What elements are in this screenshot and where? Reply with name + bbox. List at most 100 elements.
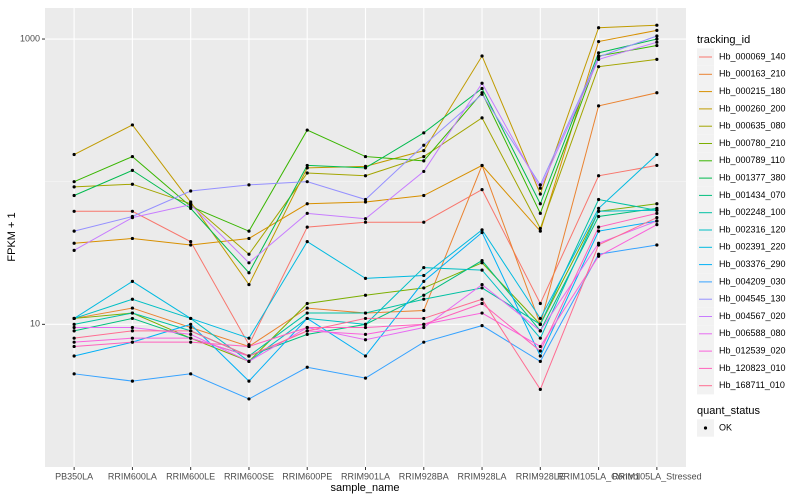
data-point: [72, 322, 76, 326]
data-point: [422, 149, 426, 153]
legend-title: tracking_id: [697, 34, 750, 46]
data-point: [72, 185, 76, 189]
x-tick-label: RRIM928LA: [458, 471, 507, 481]
data-point: [655, 211, 659, 215]
data-point: [189, 340, 193, 344]
data-point: [247, 183, 251, 187]
data-point: [596, 55, 601, 59]
data-point: [655, 216, 659, 220]
data-point: [596, 39, 601, 44]
data-point: [247, 271, 251, 275]
data-point: [538, 202, 542, 206]
data-point: [72, 209, 76, 213]
data-point: [480, 323, 484, 328]
data-point: [305, 332, 309, 337]
data-point: [189, 316, 193, 321]
data-point: [596, 254, 601, 258]
data-point: [480, 301, 484, 306]
data-point: [480, 116, 484, 120]
data-point: [130, 297, 135, 301]
data-point: [305, 365, 309, 369]
data-point: [538, 183, 542, 187]
data-point: [480, 188, 484, 192]
data-point: [422, 316, 426, 321]
data-point: [72, 180, 76, 184]
legend-label: Hb_001434_070: [719, 190, 786, 200]
data-point: [538, 354, 542, 358]
data-point: [189, 206, 193, 210]
x-tick-label: RRIM105LA_Stressed: [612, 471, 702, 481]
data-point: [363, 332, 368, 337]
data-point: [247, 354, 251, 358]
data-point: [538, 229, 542, 233]
data-point: [305, 171, 309, 175]
data-point: [422, 169, 426, 174]
data-point: [305, 166, 309, 170]
data-point: [72, 340, 76, 344]
x-tick-label: RRIM600PE: [282, 471, 332, 481]
legend-label: Hb_000260_200: [719, 103, 786, 113]
data-point: [480, 261, 484, 265]
data-point: [72, 316, 76, 321]
legend-title: quant_status: [697, 405, 760, 417]
data-point: [363, 293, 368, 297]
x-tick-label: RRIM928BA: [399, 471, 449, 481]
data-point: [363, 217, 368, 221]
data-point: [422, 193, 426, 198]
data-point: [72, 329, 76, 333]
legend-label: Hb_006588_080: [719, 328, 786, 338]
data-point: [655, 43, 659, 48]
data-point: [480, 92, 484, 96]
data-point: [305, 311, 309, 315]
legend-label: Hb_002316_120: [719, 224, 786, 234]
data-point: [596, 51, 601, 55]
legend-label: Hb_004209_030: [719, 276, 786, 286]
x-tick-label: RRIM901LA: [341, 471, 390, 481]
data-point: [655, 202, 659, 206]
legend-label: Hb_003376_290: [719, 259, 786, 269]
data-point: [189, 243, 193, 247]
data-point: [538, 387, 542, 391]
y-axis-title: FPKM + 1: [6, 212, 18, 261]
x-axis-title: sample_name: [330, 482, 399, 494]
data-point: [655, 28, 659, 32]
legend-label: Hb_001377_380: [719, 172, 786, 182]
data-point: [305, 316, 309, 321]
data-point: [247, 252, 251, 256]
data-point: [189, 329, 193, 333]
data-point: [596, 214, 601, 219]
data-point: [130, 336, 135, 340]
data-point: [480, 86, 484, 91]
data-point: [480, 230, 484, 235]
data-point: [538, 336, 542, 340]
x-tick-label: RRIM105LA_Control: [557, 471, 640, 481]
data-point: [480, 228, 484, 232]
data-point: [130, 329, 135, 333]
data-point: [305, 325, 309, 330]
data-point: [596, 57, 601, 61]
data-point: [363, 354, 368, 358]
legend-label: Hb_012539_020: [719, 345, 786, 355]
data-point: [363, 200, 368, 204]
data-point: [72, 336, 76, 340]
data-point: [596, 229, 601, 233]
data-point: [422, 154, 426, 159]
data-point: [480, 163, 484, 168]
data-point: [130, 316, 135, 321]
data-point: [189, 372, 193, 376]
data-point: [130, 236, 135, 241]
data-point: [363, 311, 368, 315]
data-point: [538, 344, 542, 349]
data-point: [130, 123, 135, 127]
data-point: [422, 265, 426, 270]
data-point: [130, 311, 135, 315]
legend-label: Hb_004545_130: [719, 294, 786, 304]
data-point: [363, 338, 368, 342]
data-point: [538, 192, 542, 196]
data-point: [72, 241, 76, 245]
data-point: [72, 325, 76, 330]
data-point: [130, 209, 135, 213]
data-point: [655, 219, 659, 223]
legend-label: Hb_000215_180: [719, 86, 786, 96]
